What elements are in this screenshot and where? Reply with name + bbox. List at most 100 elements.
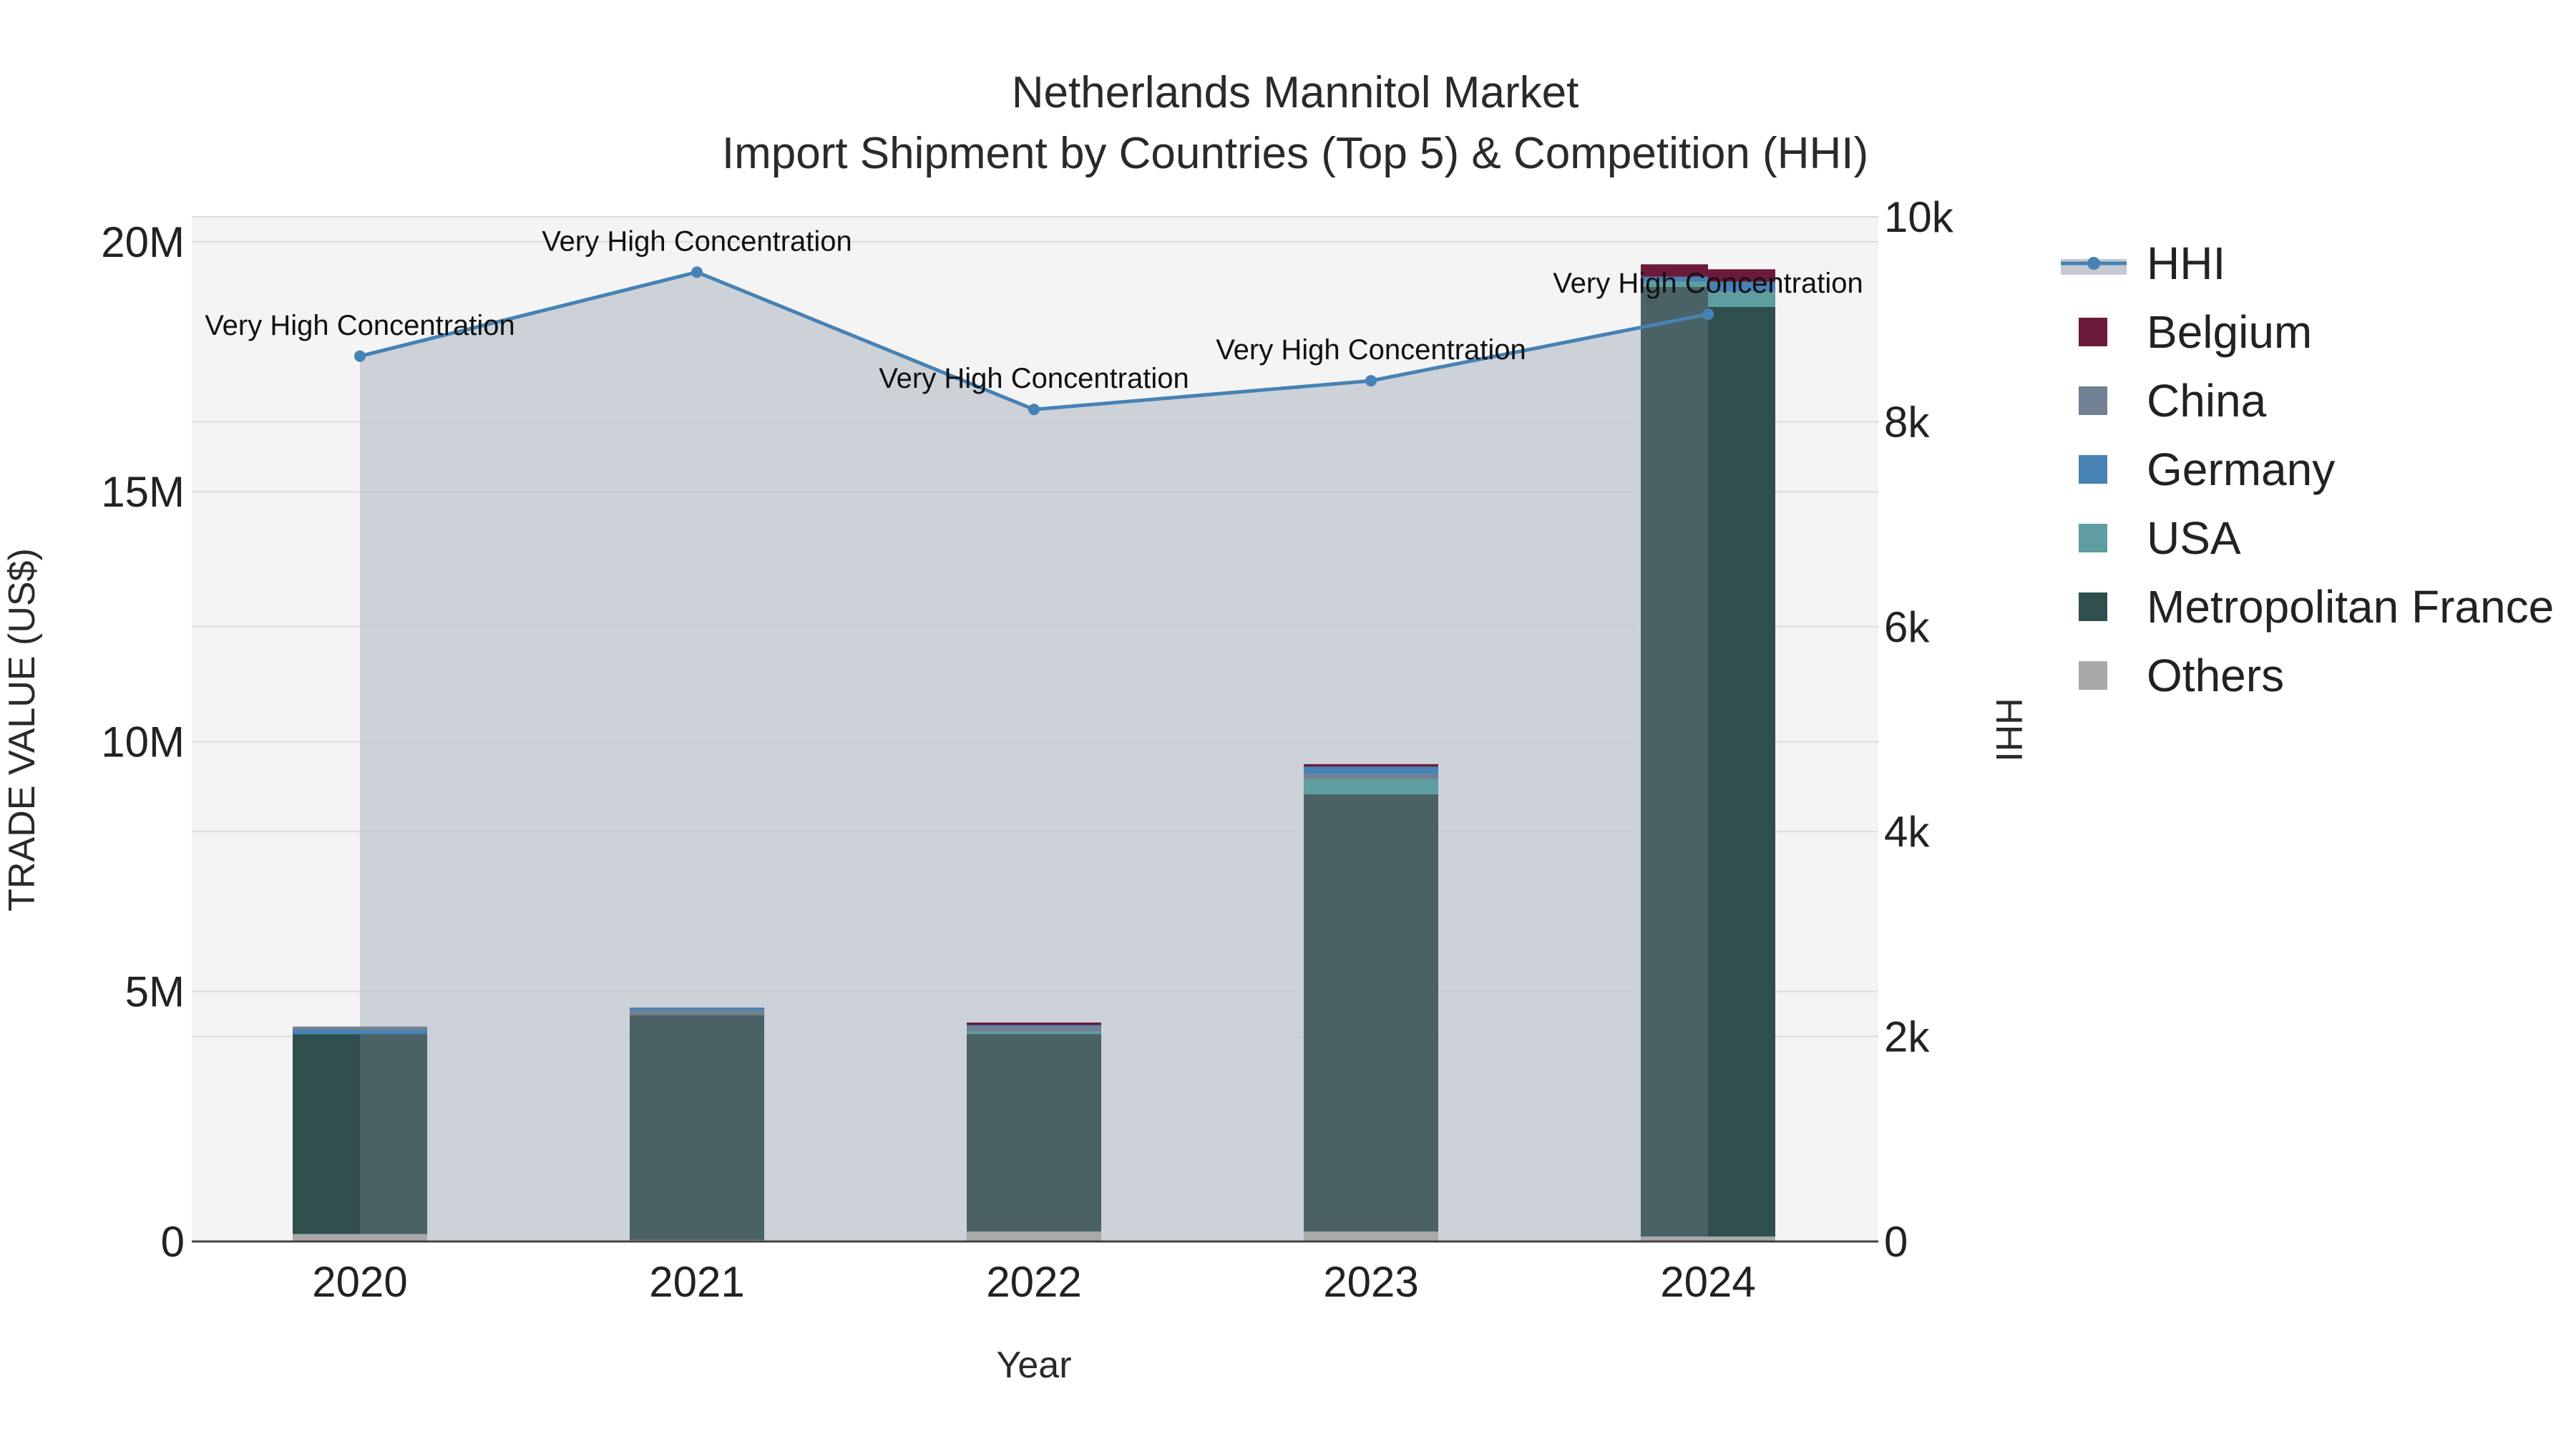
bar-segment-usa [1708,291,1775,307]
bar-segment-china [360,1026,427,1030]
legend-swatch [2079,386,2107,415]
hhi-marker [354,350,366,362]
legend-item-hhi: HHI [2061,238,2225,289]
legend-item-metropolitan-france: Metropolitan France [2079,581,2554,633]
y2-axis-ticks: 0 2k 4k 6k 8k 10k [1884,193,1954,1266]
bar-stack-2024 [1641,264,1708,1241]
legend-label: Germany [2147,444,2335,495]
legend-marker-swatch [2087,257,2100,270]
bar-segment-china [967,1026,1101,1032]
y-tick-label: 0 [161,1218,185,1266]
y-tick-label: 10M [101,718,185,766]
legend-item-usa: USA [2079,512,2241,564]
chart-title: Netherlands Mannitol Market [1012,68,1579,117]
legend-swatch [2079,524,2107,552]
hhi-marker [1365,375,1377,387]
bar-stack-2024 [1708,269,1775,1241]
bar-stack-2020 [293,1026,360,1241]
hhi-annotation: Very High Concentration [1553,268,1863,299]
hhi-marker [1028,404,1040,416]
legend-swatch [2079,318,2107,346]
legend-label: Metropolitan France [2147,581,2554,633]
legend-item-germany: Germany [2079,444,2335,495]
hhi-annotation: Very High Concentration [205,310,515,341]
bar-segment-others [360,1234,427,1241]
y2-tick-label: 8k [1884,398,1930,446]
legend-item-others: Others [2079,650,2284,701]
legend-swatch [2079,592,2107,621]
bar-segment-usa [1641,281,1708,287]
bar-segment-germany [293,1030,360,1035]
bar-segment-belgium [967,1023,1101,1025]
bar-stack-2023 [1304,763,1438,1241]
chart-subtitle: Import Shipment by Countries (Top 5) & C… [722,129,1868,178]
bar-segment-germany [1304,766,1438,774]
y2-tick-label: 6k [1884,603,1930,651]
y2-tick-label: 10k [1884,193,1954,241]
bar-segment-germany [360,1030,427,1035]
hhi-annotations: Very High Concentration Very High Concent… [205,225,1863,394]
bar-segment-belgium [1708,269,1775,282]
bar-segment-main [360,1034,427,1234]
bar-segment-china [293,1026,360,1030]
bar-segment-others [293,1234,360,1241]
bar-segment-main [967,1034,1101,1232]
hhi-line-group [354,266,1714,416]
y-tick-label: 20M [101,218,185,266]
legend-swatch [2079,661,2107,690]
bar-segment-main [1641,286,1708,1237]
y-axis-ticks: 0 5M 10M 15M 20M [101,218,185,1266]
legend-label: USA [2147,512,2241,564]
legend-item-china: China [2079,375,2267,426]
bar-stack-2022 [967,1023,1101,1241]
x-tick-label: 2020 [312,1258,407,1306]
bar-segment-others [967,1231,1101,1241]
y2-tick-label: 2k [1884,1013,1930,1061]
y-tick-label: 15M [101,468,185,516]
hhi-marker [1702,308,1714,321]
hhi-annotation: Very High Concentration [542,225,852,257]
bar-stack-2020 [360,1026,427,1241]
x-tick-label: 2021 [649,1258,744,1306]
bar-segment-belgium [1304,763,1438,767]
x-axis-label: Year [996,1345,1071,1386]
bar-segment-belgium [1641,264,1708,277]
bar-segment-metropolitan-france [293,1034,360,1234]
x-tick-label: 2022 [986,1258,1081,1306]
legend-swatch [2079,455,2107,484]
bar-stack-2021 [630,1008,764,1241]
x-axis-ticks: 2020 2021 2022 2023 2024 [312,1258,1755,1306]
y2-axis-label: HHI [1988,698,2029,762]
bar-segment-usa [1304,779,1438,794]
hhi-annotation: Very High Concentration [1216,334,1526,366]
y2-tick-label: 0 [1884,1218,1908,1266]
legend-label: China [2147,375,2267,426]
y-axis-label: TRADE VALUE (US$) [1,548,43,912]
bar-segment-china [1304,774,1438,779]
bar-segment-germany [1708,281,1775,292]
y-tick-label: 5M [125,968,185,1016]
x-tick-label: 2023 [1323,1258,1418,1306]
y2-tick-label: 4k [1884,808,1930,856]
legend-item-belgium: Belgium [2079,306,2312,358]
legend-label: Others [2147,650,2284,701]
bar-segment-main [1304,794,1438,1232]
bar-segment-china [630,1010,764,1015]
x-tick-label: 2024 [1660,1258,1755,1306]
legend-label: Belgium [2147,306,2312,358]
bar-segment-others [1304,1231,1438,1241]
bar-segment-others [1641,1236,1708,1241]
bar-segment-usa [967,1031,1101,1035]
hhi-marker [691,266,703,278]
bar-segment-metropolitan-france [1708,306,1775,1237]
legend-label: HHI [2147,238,2225,289]
bars [293,264,1775,1241]
bar-segment-germany [967,1025,1101,1027]
bar-segment-main [630,1015,764,1240]
hhi-annotation: Very High Concentration [879,363,1189,394]
bar-segment-others [1708,1236,1775,1241]
legend: HHI Belgium China Germany USA Metropolitan Fr… [2061,238,2554,701]
bar-segment-germany [1641,276,1708,282]
bar-segment-germany [630,1008,764,1010]
